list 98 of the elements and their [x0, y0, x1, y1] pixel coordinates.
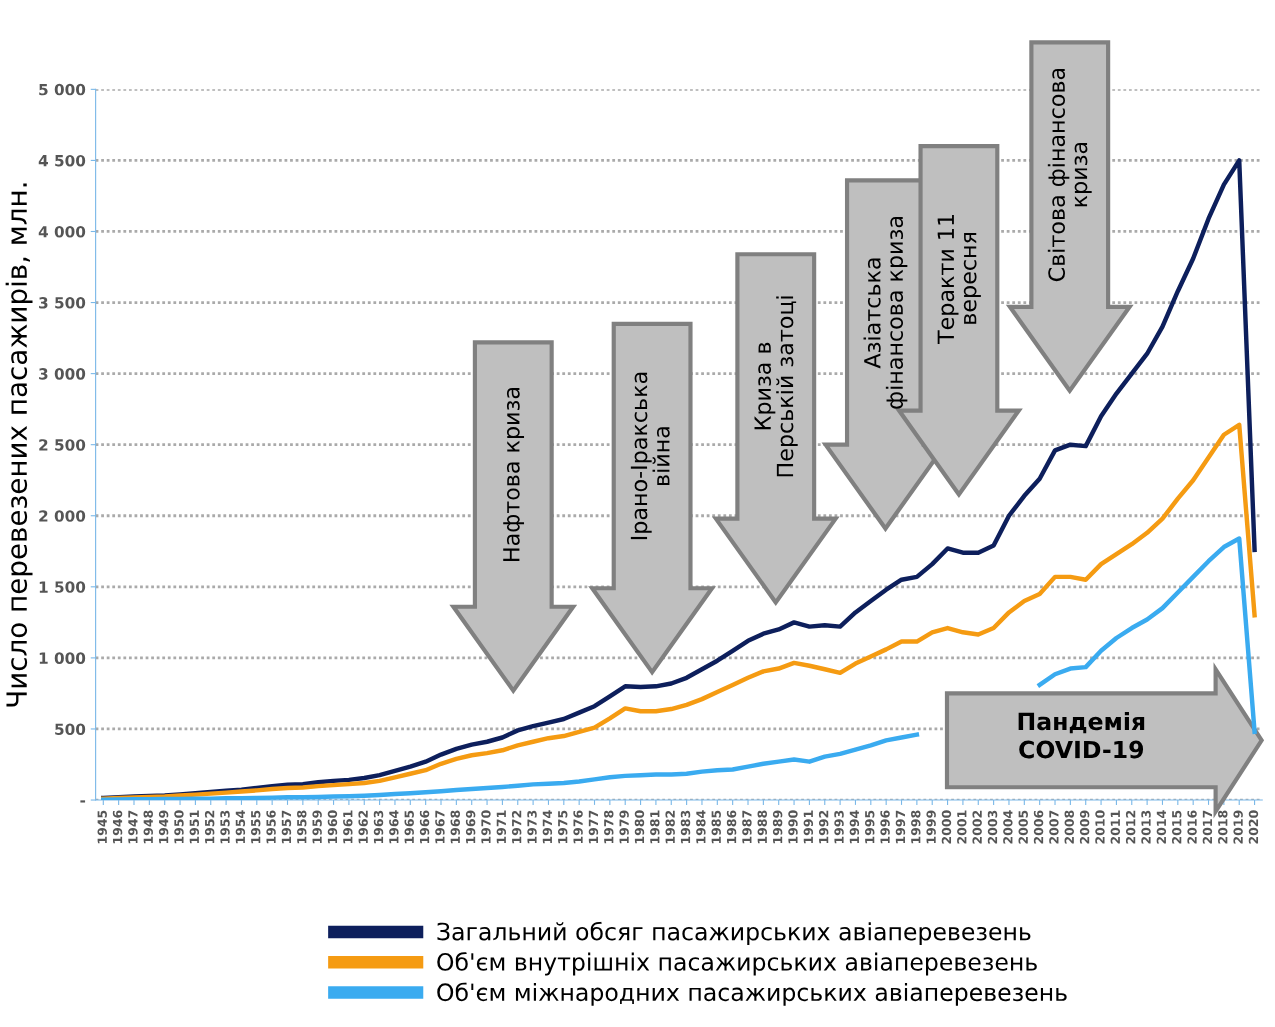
x-tick-label: 1998	[911, 810, 921, 844]
y-tick-label: 500	[55, 723, 86, 735]
x-tick-label: 2000	[941, 810, 952, 844]
x-tick-label: 1968	[450, 810, 460, 844]
x-tick-label: 1992	[818, 810, 829, 844]
x-tick-label: 2007	[1049, 810, 1059, 844]
x-tick-label: 1986	[726, 810, 737, 844]
annotation: Пандемія COVID-19	[1018, 711, 1145, 759]
x-tick-label: 2008	[1064, 810, 1074, 844]
x-tick-label: 1964	[389, 810, 399, 844]
x-tick-label: 2010	[1095, 810, 1105, 844]
x-tick-label: 2014	[1156, 810, 1167, 844]
x-tick-label: 2001	[957, 810, 967, 844]
x-tick-label: 1953	[220, 810, 230, 844]
x-tick-label: 1988	[757, 810, 767, 844]
x-tick-label: 1981	[650, 810, 660, 844]
legend-label: Об'єм внутрішніх пасажирських авіаперевезень	[437, 952, 1037, 976]
x-tick-label: 1978	[604, 810, 614, 844]
x-tick-label: 2006	[1033, 810, 1044, 844]
x-tick-label: 2017	[1202, 810, 1213, 844]
x-tick-label: 1989	[772, 810, 783, 844]
x-tick-label: 2005	[1018, 810, 1028, 844]
x-tick-label: 1969	[465, 810, 476, 844]
x-tick-label: 2012	[1125, 810, 1136, 844]
x-tick-label: 1971	[496, 810, 507, 844]
x-tick-label: 1995	[865, 810, 875, 844]
y-tick-label: 4 500	[38, 154, 86, 167]
x-tick-label: 1948	[143, 810, 153, 844]
x-tick-label: 1985	[711, 810, 721, 844]
x-tick-label: 2009	[1079, 810, 1090, 844]
x-tick-label: 1949	[158, 810, 169, 844]
x-tick-label: 1947	[128, 810, 138, 844]
x-tick-label: 1976	[573, 810, 583, 844]
x-tick-label: 1979	[619, 810, 629, 844]
y-tick-label: 5 000	[39, 83, 86, 96]
annotation: Нафтова криза	[503, 388, 525, 561]
y-tick-label: 1 500	[39, 581, 86, 593]
x-tick-label: 1950	[174, 810, 184, 844]
x-tick-label: 1945	[97, 810, 107, 844]
x-tick-label: 1980	[634, 810, 645, 844]
x-tick-label: 1983	[680, 810, 691, 844]
annotation: Криза в Перській затоці	[754, 296, 798, 477]
x-tick-label: 1974	[542, 810, 553, 844]
x-tick-label: 1999	[926, 810, 936, 844]
x-tick-label: 1972	[511, 810, 522, 844]
x-tick-label: 1959	[312, 810, 322, 844]
x-tick-label: 1960	[327, 810, 338, 844]
x-tick-label: 1970	[481, 810, 491, 844]
y-tick-label: 3 000	[39, 368, 86, 380]
x-tick-label: 1965	[404, 810, 414, 844]
y-tick-label: 2 000	[39, 510, 86, 522]
x-tick-label: 1963	[373, 810, 384, 844]
x-tick-label: 2019	[1233, 810, 1243, 844]
legend-label: Загальний обсяг пасажирських авіаперевезень	[437, 921, 1031, 946]
legend-label: Об'єм міжнародних пасажирських авіаперевезень	[437, 982, 1067, 1006]
x-tick-label: 1993	[834, 810, 844, 844]
annotation: Світова фінансова криза	[1047, 68, 1092, 282]
y-tick-label: -	[80, 800, 86, 803]
y-tick-label: 3 500	[39, 297, 86, 309]
x-tick-label: 1990	[788, 810, 798, 844]
x-tick-label: 1952	[204, 810, 215, 844]
x-tick-label: 1984	[696, 810, 706, 844]
x-tick-label: 1961	[343, 810, 353, 844]
x-tick-label: 1956	[266, 810, 276, 844]
x-tick-label: 2003	[987, 810, 998, 844]
x-tick-label: 2015	[1171, 810, 1182, 844]
x-tick-label: 2016	[1187, 810, 1197, 844]
y-axis-title: Число перевезених пасажирів, млн.	[5, 183, 33, 707]
y-tick-label: 2 500	[39, 439, 86, 451]
x-tick-label: 1991	[803, 810, 814, 844]
x-tick-label: 1957	[281, 810, 292, 844]
x-tick-label: 1955	[250, 810, 261, 844]
x-tick-label: 1966	[419, 810, 430, 844]
x-tick-label: 1997	[895, 810, 906, 844]
x-tick-label: 2011	[1110, 810, 1121, 844]
x-tick-label: 2004	[1003, 810, 1013, 844]
annotation: Ірано-Іракська війна	[630, 372, 670, 540]
x-tick-label: 1954	[235, 810, 246, 844]
x-tick-label: 1996	[880, 810, 890, 844]
x-tick-label: 1951	[189, 810, 200, 844]
x-tick-label: 1958	[297, 810, 307, 844]
x-tick-label: 2002	[972, 810, 982, 844]
annotation: Теракти 11 вересня	[937, 214, 981, 345]
x-tick-label: 1946	[112, 810, 123, 844]
x-tick-label: 1982	[665, 810, 675, 844]
x-tick-label: 2013	[1141, 810, 1151, 844]
x-tick-label: 1962	[358, 810, 368, 844]
x-tick-label: 1975	[557, 810, 568, 844]
x-tick-label: 1977	[588, 810, 599, 844]
x-tick-label: 1994	[849, 810, 860, 844]
y-tick-label: 4 000	[38, 225, 86, 238]
y-tick-label: 1 000	[39, 652, 86, 664]
x-tick-label: 1967	[435, 810, 445, 844]
annotation: Азіатська фінансова криза	[863, 217, 908, 409]
x-tick-label: 2020	[1248, 810, 1259, 844]
x-tick-label: 2018	[1218, 810, 1228, 844]
x-tick-label: 1973	[527, 810, 537, 844]
x-tick-label: 1987	[742, 810, 752, 844]
